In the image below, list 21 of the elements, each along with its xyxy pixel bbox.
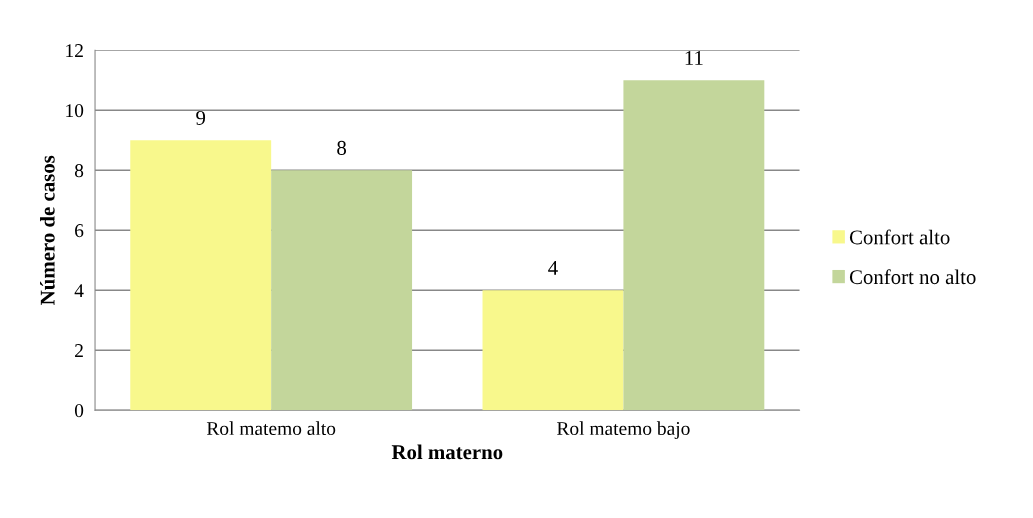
- y-tick-label: 2: [75, 344, 83, 357]
- y-tick-label: 8: [74, 164, 84, 178]
- y-axis-title: Número de casos: [40, 155, 55, 305]
- data-label: 4: [548, 260, 558, 275]
- x-tick-label: Rol matemo alto: [206, 421, 336, 436]
- data-label: 8: [337, 140, 347, 155]
- bar: [623, 80, 765, 411]
- y-tick-label: 10: [66, 104, 84, 118]
- y-tick-label: 4: [74, 284, 84, 297]
- x-tick-label: Rol matemo bajo: [557, 421, 690, 439]
- bar: [271, 170, 413, 411]
- legend-label: Confort no alto: [849, 269, 976, 285]
- legend-label: Confort alto: [849, 229, 950, 245]
- y-tick-label: 6: [75, 224, 84, 238]
- x-axis-title: Rol materno: [391, 444, 503, 460]
- data-label: 9: [196, 110, 206, 125]
- data-label: 11: [685, 50, 703, 65]
- bar: [130, 140, 272, 411]
- y-tick-label: 12: [66, 44, 83, 57]
- y-tick-label: 0: [74, 404, 84, 418]
- bar: [482, 290, 624, 411]
